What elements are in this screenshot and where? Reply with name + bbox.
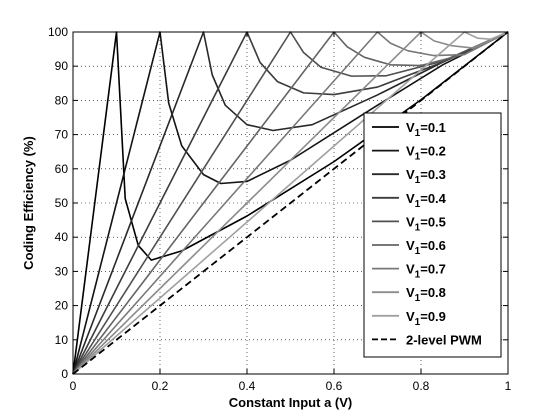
series-line-v1-0-6 bbox=[72, 31, 509, 375]
legend-label: V1=0.4 bbox=[406, 191, 447, 210]
y-tick-label: 0 bbox=[61, 367, 68, 381]
series-layer bbox=[72, 31, 509, 375]
x-tick-label: 0.2 bbox=[152, 379, 169, 393]
legend-label: V1=0.5 bbox=[406, 214, 446, 233]
legend-label: V1=0.8 bbox=[406, 285, 446, 304]
legend-label: V1=0.7 bbox=[406, 262, 446, 281]
x-axis-label: Constant Input a (V) bbox=[229, 395, 353, 410]
series-line-v1-0-2 bbox=[72, 31, 509, 375]
series-line-v1-0-4 bbox=[72, 31, 509, 375]
series-line-v1-0-7 bbox=[72, 31, 509, 375]
y-tick-label: 30 bbox=[55, 264, 69, 278]
y-tick-label: 20 bbox=[55, 299, 69, 313]
y-tick-label: 90 bbox=[55, 59, 69, 73]
y-tick-label: 70 bbox=[55, 128, 69, 142]
legend-label: V1=0.2 bbox=[406, 144, 446, 163]
y-tick-label: 60 bbox=[55, 162, 69, 176]
y-axis-label: Coding Efficiency (%) bbox=[21, 136, 36, 270]
legend-label: 2-level PWM bbox=[406, 332, 482, 347]
legend-label: V1=0.6 bbox=[406, 238, 446, 257]
series-line-v1-0-9 bbox=[72, 31, 509, 375]
x-tick-label: 1 bbox=[505, 379, 512, 393]
y-tick-label: 80 bbox=[55, 93, 69, 107]
x-tick-label: 0.6 bbox=[326, 379, 343, 393]
y-tick-label: 10 bbox=[55, 333, 69, 347]
x-tick-label: 0.4 bbox=[239, 379, 256, 393]
y-tick-label: 100 bbox=[48, 25, 68, 39]
series-line-pwm bbox=[72, 31, 509, 375]
legend-label: V1=0.9 bbox=[406, 309, 446, 328]
y-tick-label: 40 bbox=[55, 230, 69, 244]
series-line-v1-0-5 bbox=[72, 31, 509, 375]
series-line-v1-0-3 bbox=[72, 31, 509, 375]
x-tick-label: 0 bbox=[70, 379, 77, 393]
y-tick-label: 50 bbox=[55, 196, 69, 210]
legend: V1=0.1 V1=0.2 V1=0.3 V1=0.4 V1=0.5 V1=0.6 V1=0… bbox=[363, 112, 502, 358]
legend-label: V1=0.1 bbox=[406, 120, 446, 139]
legend-label: V1=0.3 bbox=[406, 167, 446, 186]
x-tick-label: 0.8 bbox=[413, 379, 430, 393]
